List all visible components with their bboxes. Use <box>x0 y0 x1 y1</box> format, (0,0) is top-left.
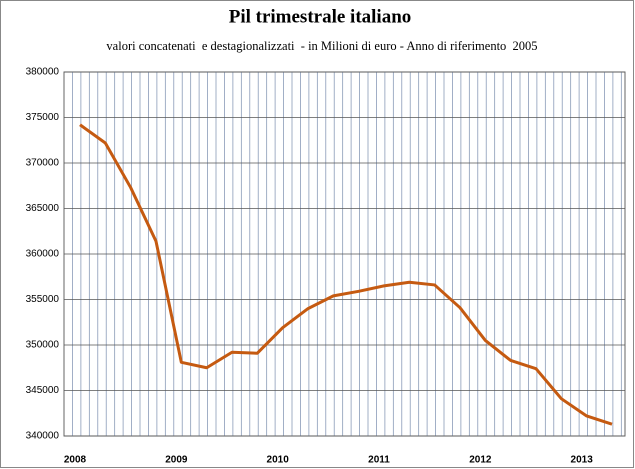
y-tick-label: 345000 <box>26 385 60 396</box>
y-tick-label: 340000 <box>26 431 60 442</box>
y-tick-label: 360000 <box>26 249 60 260</box>
y-tick-label: 380000 <box>26 67 60 78</box>
x-tick-label: 2012 <box>469 455 492 466</box>
x-tick-label: 2009 <box>165 455 188 466</box>
chart-title: Pil trimestrale italiano <box>229 6 412 27</box>
y-tick-label: 365000 <box>26 203 60 214</box>
x-tick-label: 2011 <box>368 455 390 466</box>
x-tick-label: 2013 <box>571 455 594 466</box>
y-tick-label: 350000 <box>26 340 60 351</box>
data-line <box>79 123 613 426</box>
y-tick-label: 375000 <box>26 112 60 123</box>
y-tick-label: 355000 <box>26 294 60 305</box>
y-tick-label: 370000 <box>26 158 60 169</box>
x-tick-label: 2010 <box>267 455 290 466</box>
x-tick-label: 2008 <box>64 455 87 466</box>
chart-subtitle: valori concatenati e destagionalizzati -… <box>106 39 537 53</box>
